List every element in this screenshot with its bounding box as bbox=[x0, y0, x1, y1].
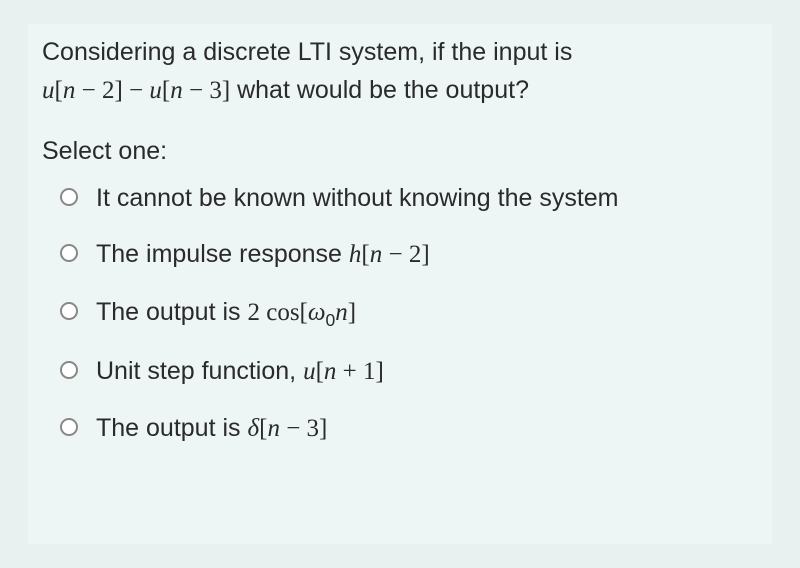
radio-button[interactable] bbox=[60, 244, 78, 262]
radio-button[interactable] bbox=[60, 361, 78, 379]
option-label: It cannot be known without knowing the s… bbox=[96, 184, 619, 212]
radio-button[interactable] bbox=[60, 302, 78, 320]
math-part: + 1] bbox=[336, 358, 383, 385]
select-prompt: Select one: bbox=[42, 137, 758, 166]
math-part: [ bbox=[361, 241, 369, 268]
math-part: − 3] bbox=[280, 415, 327, 442]
option-2[interactable]: The output is 2 cos[ω0n] bbox=[60, 294, 758, 333]
math-part: ] bbox=[348, 299, 356, 326]
q-num1: 2 bbox=[102, 77, 115, 104]
option-text: It cannot be known without knowing the s… bbox=[96, 180, 619, 216]
q-b1c: ] bbox=[114, 77, 122, 104]
math-part: − 2] bbox=[382, 241, 429, 268]
math-part: u bbox=[303, 358, 316, 385]
q-m2: − bbox=[123, 77, 150, 104]
q-u2: u bbox=[149, 77, 162, 104]
option-1[interactable]: The impulse response h[n − 2] bbox=[60, 236, 758, 273]
question-line1: Considering a discrete LTI system, if th… bbox=[42, 38, 572, 66]
option-text: Unit step function, u[n + 1] bbox=[96, 353, 384, 390]
option-3[interactable]: Unit step function, u[n + 1] bbox=[60, 353, 758, 390]
q-m3: − bbox=[183, 77, 210, 104]
option-text: The impulse response h[n − 2] bbox=[96, 236, 430, 273]
radio-button[interactable] bbox=[60, 188, 78, 206]
question-suffix: what would be the output? bbox=[230, 76, 529, 104]
q-n1: n bbox=[63, 77, 76, 104]
math-part: n bbox=[267, 415, 280, 442]
options-list: It cannot be known without knowing the s… bbox=[42, 180, 758, 447]
option-label: The impulse response bbox=[96, 240, 349, 268]
math-part: ω bbox=[308, 299, 326, 326]
option-label: The output is bbox=[96, 298, 247, 326]
q-b2c: ] bbox=[222, 77, 230, 104]
q-b2o: [ bbox=[162, 77, 170, 104]
q-num2: 3 bbox=[209, 77, 222, 104]
math-part: h bbox=[349, 241, 362, 268]
math-part: [ bbox=[316, 358, 324, 385]
math-part: n bbox=[370, 241, 383, 268]
option-label: The output is bbox=[96, 414, 247, 442]
q-m1: − bbox=[75, 77, 102, 104]
option-0[interactable]: It cannot be known without knowing the s… bbox=[60, 180, 758, 216]
math-part: 0 bbox=[326, 310, 336, 330]
option-text: The output is 2 cos[ω0n] bbox=[96, 294, 356, 333]
question-container: Considering a discrete LTI system, if th… bbox=[28, 24, 772, 544]
q-b1o: [ bbox=[55, 77, 63, 104]
option-text: The output is δ[n − 3] bbox=[96, 410, 327, 447]
radio-button[interactable] bbox=[60, 418, 78, 436]
math-part: 2 cos[ bbox=[247, 299, 307, 326]
option-4[interactable]: The output is δ[n − 3] bbox=[60, 410, 758, 447]
question-text: Considering a discrete LTI system, if th… bbox=[42, 34, 758, 109]
math-part: δ bbox=[247, 415, 259, 442]
q-u1: u bbox=[42, 77, 55, 104]
q-n2: n bbox=[170, 77, 183, 104]
option-label: Unit step function, bbox=[96, 357, 303, 385]
math-part: n bbox=[335, 299, 348, 326]
math-part: n bbox=[324, 358, 337, 385]
